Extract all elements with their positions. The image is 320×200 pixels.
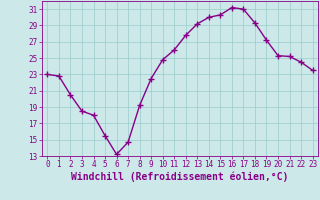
X-axis label: Windchill (Refroidissement éolien,°C): Windchill (Refroidissement éolien,°C) <box>71 172 289 182</box>
